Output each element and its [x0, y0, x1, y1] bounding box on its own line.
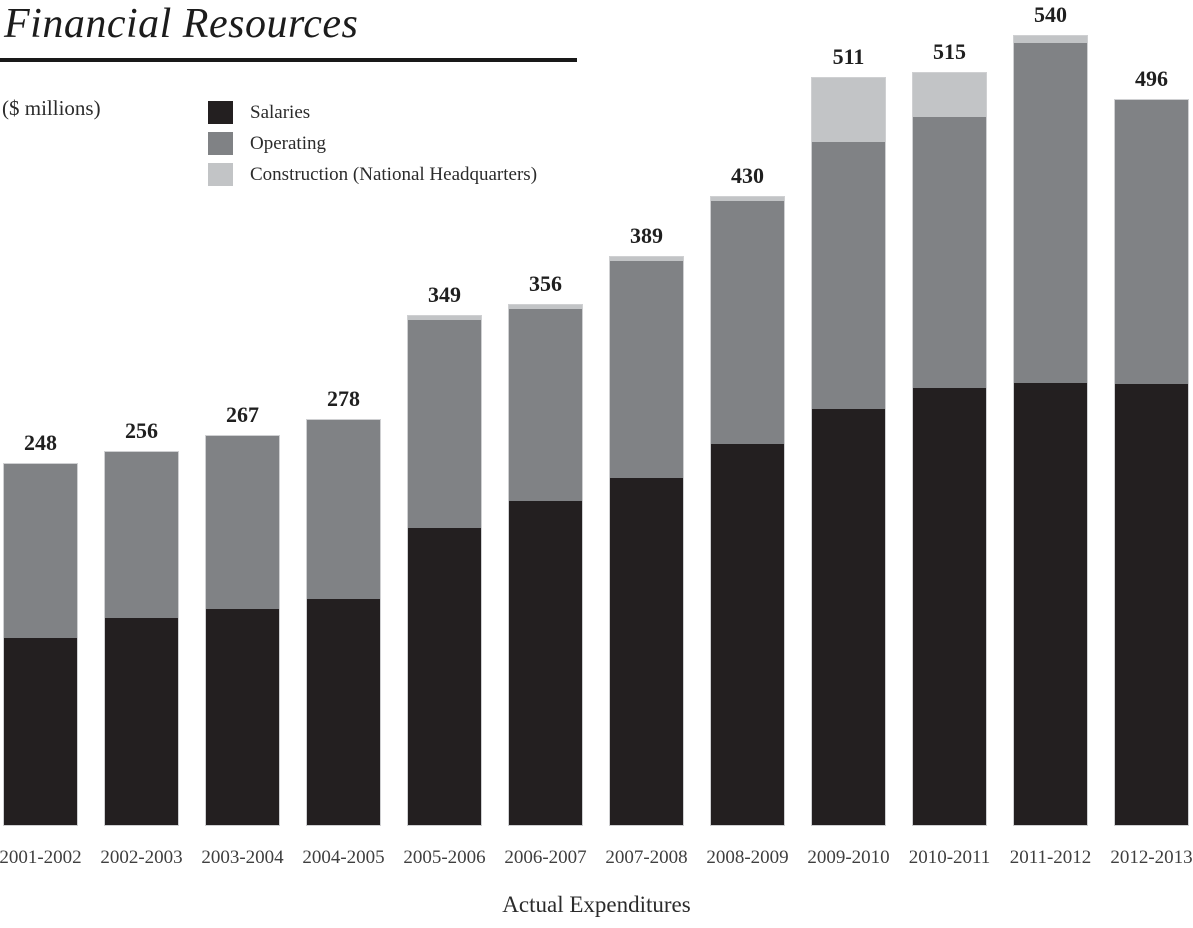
bar-total-label: 256 — [125, 418, 158, 443]
x-axis-label: 2004-2005 — [302, 847, 385, 868]
bar-segment-construction — [509, 305, 582, 309]
salaries-swatch-icon — [208, 101, 233, 124]
bar-2005-2006 — [407, 315, 482, 826]
bar-segment-salaries — [711, 444, 784, 825]
bar-segment-salaries — [1115, 384, 1188, 825]
bar-2008-2009 — [710, 196, 785, 826]
legend: Salaries Operating Construction (Nationa… — [208, 101, 537, 194]
bar-total-label: 267 — [226, 402, 259, 427]
bar-2001-2002 — [3, 463, 78, 826]
bar-segment-salaries — [307, 599, 380, 825]
bar-total-label: 515 — [933, 39, 966, 64]
bar-segment-operating — [913, 117, 986, 388]
x-axis-label: 2009-2010 — [807, 847, 890, 868]
bar-2012-2013 — [1114, 99, 1189, 826]
x-axis-title: Actual Expenditures — [502, 892, 691, 917]
bar-segment-construction — [711, 197, 784, 201]
bar-2010-2011 — [912, 72, 987, 826]
x-axis-label: 2008-2009 — [706, 847, 789, 868]
bar-segment-salaries — [610, 478, 683, 825]
bar-segment-salaries — [105, 618, 178, 825]
bar-segment-operating — [206, 436, 279, 609]
bar-2002-2003 — [104, 451, 179, 826]
x-axis-label: 2010-2011 — [908, 847, 991, 868]
bar-2009-2010 — [811, 77, 886, 826]
bar-total-label: 356 — [529, 271, 562, 296]
legend-label: Construction (National Headquarters) — [250, 163, 538, 185]
legend-item-operating: Operating — [208, 132, 537, 155]
units-label: ($ millions) — [2, 96, 101, 120]
x-axis-label: 2007-2008 — [605, 847, 688, 868]
bar-2007-2008 — [609, 256, 684, 826]
x-axis-label: 2012-2013 — [1110, 847, 1193, 868]
operating-swatch-icon — [208, 132, 233, 155]
bar-total-label: 540 — [1034, 2, 1067, 27]
legend-item-construction: Construction (National Headquarters) — [208, 163, 537, 186]
bar-segment-operating — [1014, 43, 1087, 383]
bar-total-label: 248 — [24, 430, 57, 455]
x-axis-label: 2011-2012 — [1009, 847, 1092, 868]
legend-label: Salaries — [250, 101, 311, 123]
bar-segment-salaries — [812, 409, 885, 825]
bar-segment-construction — [1014, 36, 1087, 43]
bar-segment-construction — [913, 73, 986, 117]
bar-segment-operating — [105, 452, 178, 618]
bar-segment-operating — [509, 309, 582, 501]
bar-2006-2007 — [508, 304, 583, 826]
bar-total-label: 278 — [327, 386, 360, 411]
bar-segment-construction — [812, 78, 885, 142]
bar-2003-2004 — [205, 435, 280, 826]
bar-segment-operating — [711, 201, 784, 444]
bar-segment-operating — [4, 464, 77, 638]
x-axis-label: 2003-2004 — [201, 847, 284, 868]
bar-total-label: 496 — [1135, 66, 1168, 91]
bar-segment-salaries — [4, 638, 77, 825]
x-axis-label: 2002-2003 — [100, 847, 183, 868]
bar-segment-salaries — [206, 609, 279, 825]
bar-total-label: 511 — [832, 44, 865, 69]
bar-segment-salaries — [1014, 383, 1087, 825]
bar-segment-salaries — [913, 388, 986, 825]
bar-total-label: 349 — [428, 282, 461, 307]
legend-label: Operating — [250, 132, 326, 154]
chart-title: Financial Resources — [4, 1, 359, 47]
bar-total-label: 430 — [731, 163, 764, 188]
bar-segment-salaries — [509, 501, 582, 825]
construction-swatch-icon — [208, 163, 233, 186]
bar-segment-salaries — [408, 528, 481, 825]
bar-segment-operating — [1115, 100, 1188, 384]
title-underline — [0, 58, 577, 62]
x-axis-label: 2005-2006 — [403, 847, 486, 868]
bar-total-label: 389 — [630, 223, 663, 248]
bar-segment-construction — [610, 257, 683, 261]
bar-segment-operating — [408, 320, 481, 528]
bar-segment-operating — [812, 142, 885, 409]
x-axis-label: 2001-2002 — [0, 847, 82, 868]
bar-2011-2012 — [1013, 35, 1088, 826]
bar-segment-operating — [610, 261, 683, 478]
bar-2004-2005 — [306, 419, 381, 826]
bar-segment-construction — [408, 316, 481, 320]
x-axis-label: 2006-2007 — [504, 847, 587, 868]
legend-item-salaries: Salaries — [208, 101, 537, 124]
bar-segment-operating — [307, 420, 380, 599]
